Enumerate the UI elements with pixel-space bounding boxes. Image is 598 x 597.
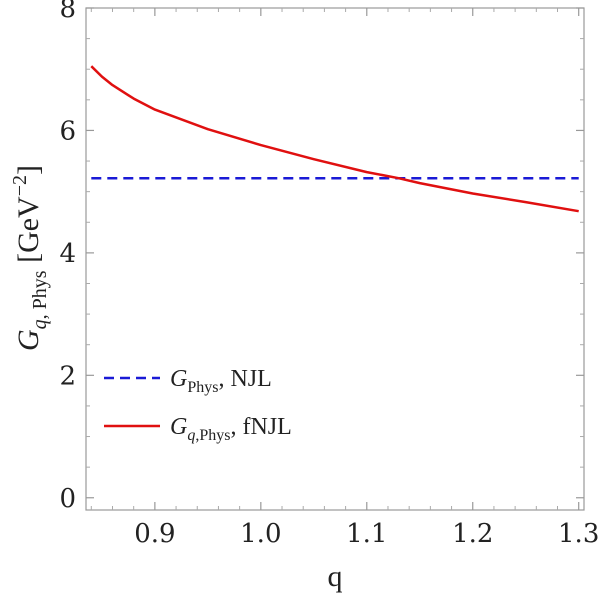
- legend-label-fnjl: Gq,Phys, fNJL: [170, 414, 292, 444]
- legend-label-njl: GPhys, NJL: [170, 366, 272, 396]
- plot-frame: [85, 7, 585, 511]
- x-axis-label: q: [328, 560, 343, 593]
- y-tick-label: 2: [59, 361, 76, 391]
- series-line-fnjl: [90, 65, 579, 213]
- y-tick-label: 6: [59, 116, 76, 146]
- ticks: 0.9 1.0 1.1 1.2 1.3 0 2 4 6 8: [59, 0, 598, 549]
- x-tick-label: 0.9: [134, 519, 175, 549]
- x-tick-label: 1.0: [240, 519, 281, 549]
- x-tick-label: 1.3: [558, 519, 598, 549]
- x-tick-label: 1.1: [346, 519, 387, 549]
- y-axis-label: Gq, Phys [GeV−2]: [9, 165, 51, 351]
- y-tick-label: 8: [59, 0, 76, 24]
- x-tick-label: 1.2: [452, 519, 493, 549]
- y-tick-label: 0: [59, 484, 76, 514]
- y-tick-label: 4: [59, 239, 76, 269]
- legend: GPhys, NJL Gq,Phys, fNJL: [104, 366, 292, 444]
- series-group: [90, 65, 579, 213]
